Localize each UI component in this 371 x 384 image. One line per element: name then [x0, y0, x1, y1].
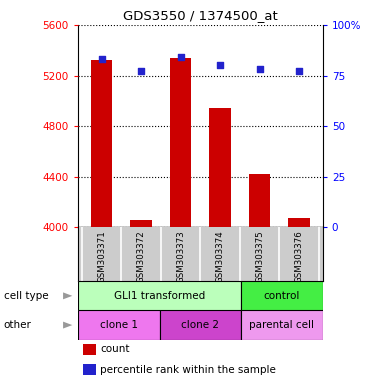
Text: GSM303374: GSM303374 [216, 230, 224, 283]
Text: clone 1: clone 1 [100, 320, 138, 330]
Text: clone 2: clone 2 [181, 320, 219, 330]
Text: cell type: cell type [4, 291, 48, 301]
Text: other: other [4, 320, 32, 330]
Point [217, 62, 223, 68]
Bar [78, 281, 241, 311]
Bar [83, 344, 96, 355]
Bar [241, 311, 323, 340]
Bar [170, 58, 191, 227]
Point [178, 54, 184, 60]
Bar [91, 60, 112, 227]
Text: parental cell: parental cell [249, 320, 315, 330]
Text: GSM303371: GSM303371 [97, 230, 106, 283]
Bar [241, 281, 323, 311]
Text: GSM303375: GSM303375 [255, 230, 264, 283]
Bar [249, 174, 270, 227]
Point [138, 68, 144, 74]
Point [99, 56, 105, 63]
Title: GDS3550 / 1374500_at: GDS3550 / 1374500_at [123, 9, 278, 22]
Bar [83, 364, 96, 375]
Text: GSM303376: GSM303376 [295, 230, 303, 283]
Bar [288, 218, 310, 227]
Bar [78, 311, 160, 340]
Text: control: control [264, 291, 300, 301]
Bar [130, 220, 152, 227]
Text: count: count [100, 344, 129, 354]
Text: percentile rank within the sample: percentile rank within the sample [100, 365, 276, 375]
Point [257, 66, 263, 73]
Text: GSM303373: GSM303373 [176, 230, 185, 283]
Bar [209, 108, 231, 227]
Bar [160, 311, 241, 340]
Point [296, 68, 302, 74]
Text: GLI1 transformed: GLI1 transformed [114, 291, 205, 301]
Text: GSM303372: GSM303372 [137, 230, 145, 283]
